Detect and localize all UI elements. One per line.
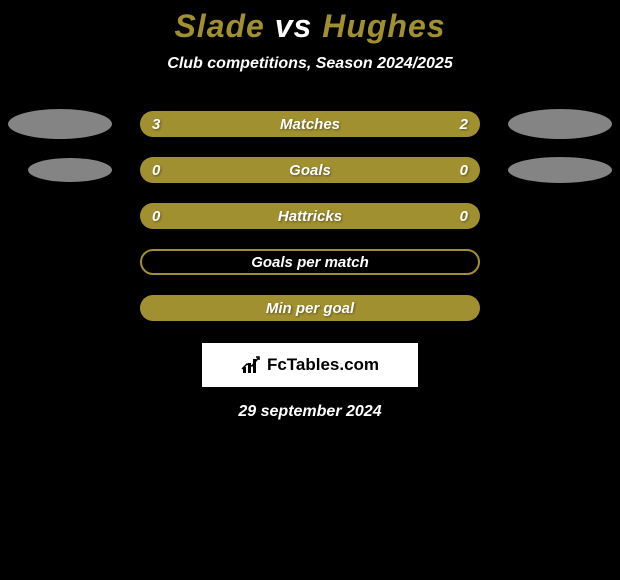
stat-bar: Goals per match xyxy=(140,249,480,275)
player2-name: Hughes xyxy=(322,8,445,44)
stat-left-value: 3 xyxy=(152,116,160,133)
page-title: Slade vs Hughes xyxy=(0,8,620,45)
stat-label: Matches xyxy=(280,116,340,133)
subtitle: Club competitions, Season 2024/2025 xyxy=(0,55,620,73)
stat-label: Goals xyxy=(289,162,331,179)
stat-bar: 3 Matches 2 xyxy=(140,111,480,137)
stat-label: Hattricks xyxy=(278,208,342,225)
oval-right xyxy=(508,157,612,183)
stat-row-matches: 3 Matches 2 xyxy=(0,101,620,147)
stat-bar: 0 Hattricks 0 xyxy=(140,203,480,229)
stat-label: Min per goal xyxy=(266,300,354,317)
player1-name: Slade xyxy=(174,8,264,44)
chart-icon xyxy=(241,355,263,375)
comparison-infographic: Slade vs Hughes Club competitions, Seaso… xyxy=(0,0,620,421)
stat-row-goals-per-match: Goals per match xyxy=(0,239,620,285)
stat-label: Goals per match xyxy=(251,254,369,271)
stat-row-hattricks: 0 Hattricks 0 xyxy=(0,193,620,239)
stat-row-min-per-goal: Min per goal xyxy=(0,285,620,331)
oval-right xyxy=(508,109,612,139)
logo: FcTables.com xyxy=(241,355,379,375)
logo-text: FcTables.com xyxy=(267,355,379,375)
stat-right-value: 0 xyxy=(460,162,468,179)
stats-rows: 3 Matches 2 0 Goals 0 0 Hattricks 0 xyxy=(0,101,620,331)
oval-left xyxy=(28,158,112,182)
vs-text: vs xyxy=(275,8,313,44)
stat-bar: Min per goal xyxy=(140,295,480,321)
stat-left-value: 0 xyxy=(152,208,160,225)
stat-left-value: 0 xyxy=(152,162,160,179)
stat-bar: 0 Goals 0 xyxy=(140,157,480,183)
logo-box: FcTables.com xyxy=(202,343,418,387)
stat-right-value: 2 xyxy=(460,116,468,133)
date-text: 29 september 2024 xyxy=(0,403,620,421)
oval-left xyxy=(8,109,112,139)
stat-right-value: 0 xyxy=(460,208,468,225)
stat-row-goals: 0 Goals 0 xyxy=(0,147,620,193)
